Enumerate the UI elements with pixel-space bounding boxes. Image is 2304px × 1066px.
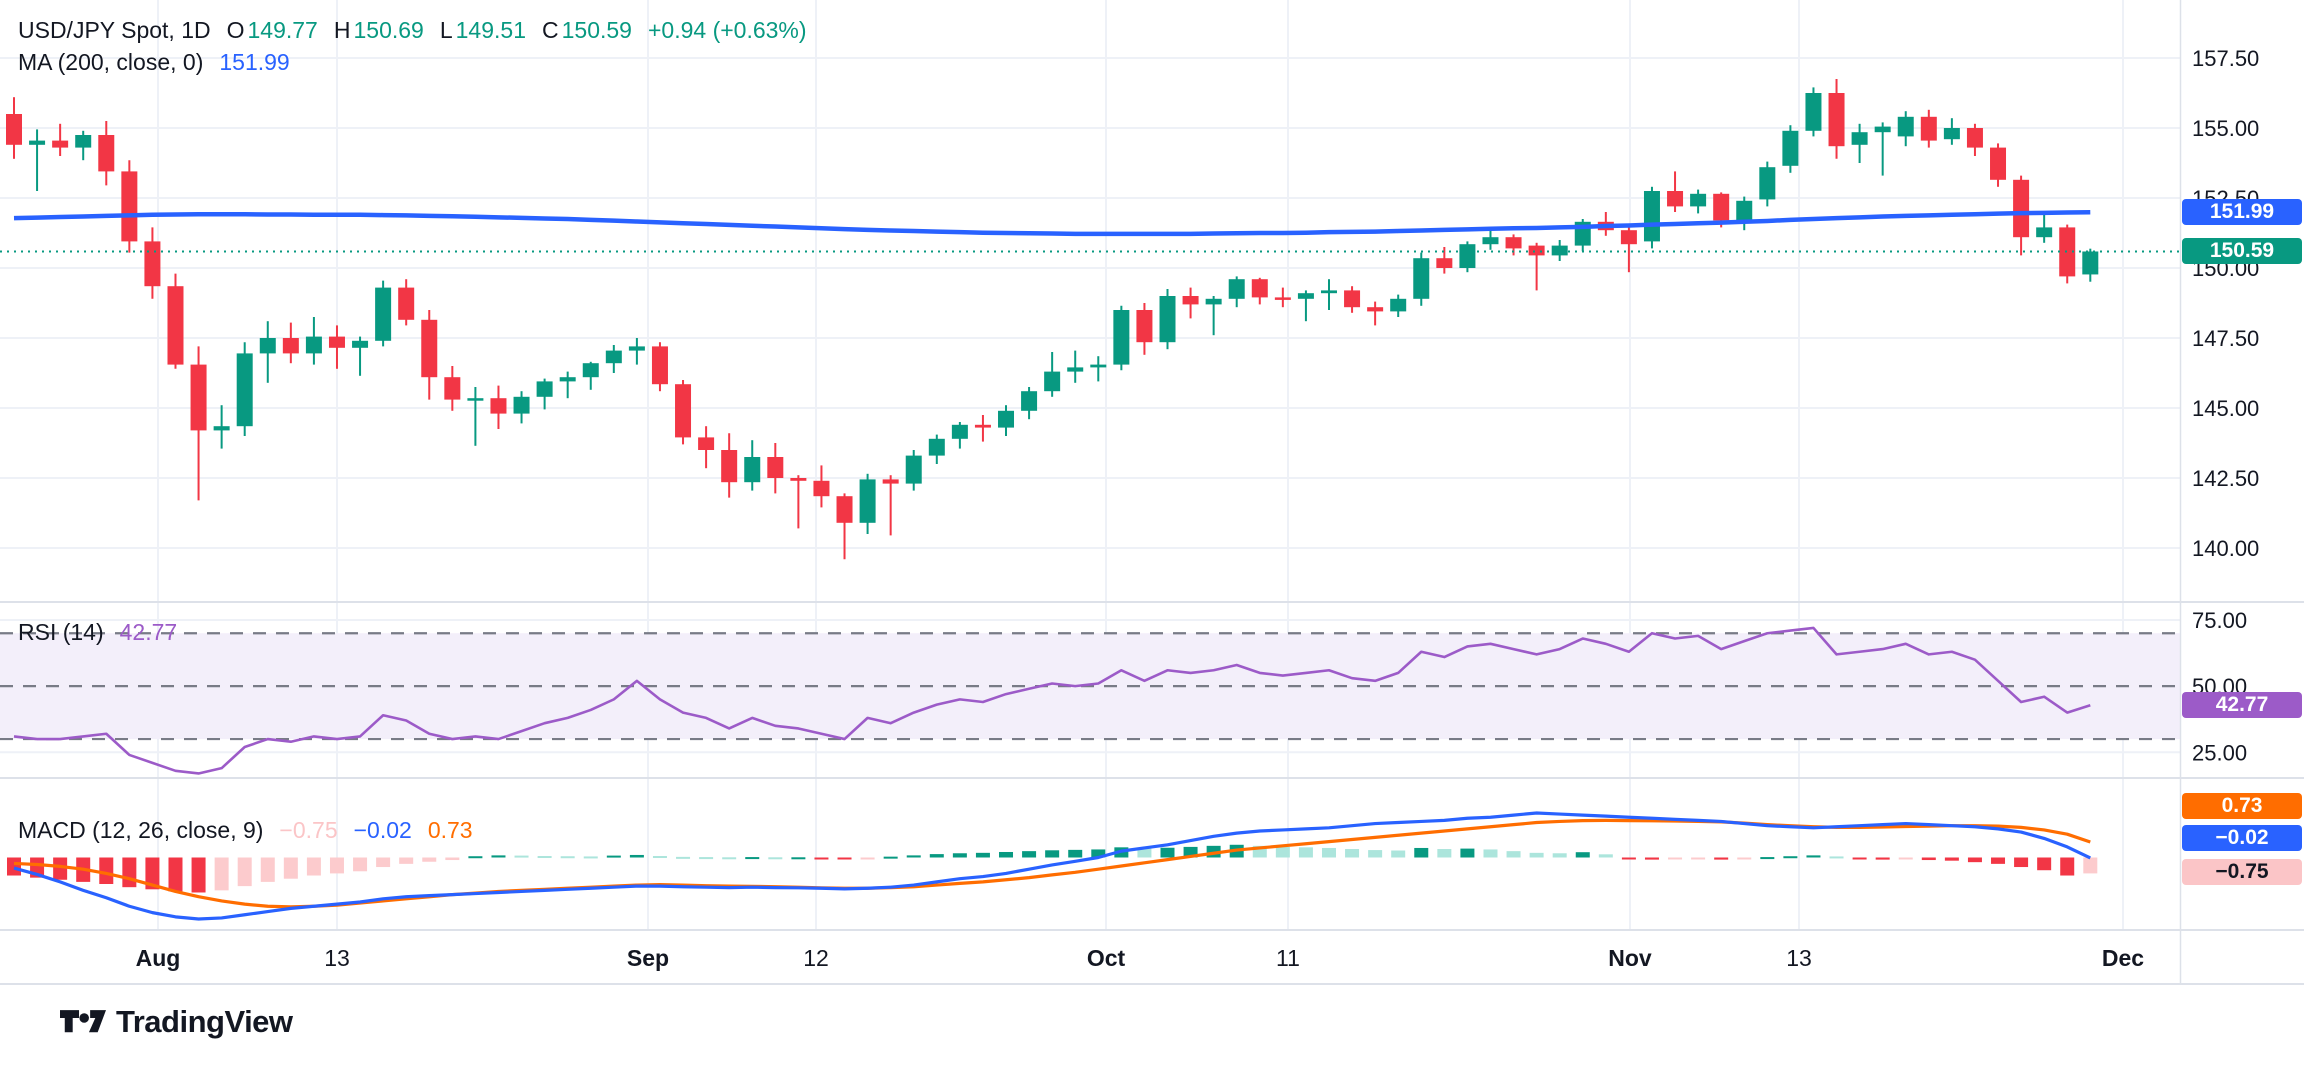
svg-text:155.00: 155.00 — [2192, 116, 2259, 141]
ohlc-high: H 150.69 — [333, 17, 424, 43]
svg-text:Nov: Nov — [1608, 945, 1652, 971]
macd-line — [13, 811, 2091, 921]
rsi-label: RSI (14) — [18, 619, 104, 645]
macd-histogram — [7, 844, 2098, 893]
ohlc-open: O 149.77 — [226, 17, 318, 43]
chart-canvas[interactable]: 157.50155.00152.50150.00147.50145.00142.… — [0, 0, 2304, 990]
pane-separators — [0, 0, 2304, 985]
svg-text:13: 13 — [324, 945, 350, 971]
symbol-title: USD/JPY Spot, 1D — [18, 17, 211, 43]
rsi-legend[interactable]: RSI (14) 42.77 — [18, 618, 177, 646]
ma-label: MA (200, close, 0) — [18, 49, 204, 75]
change-value: +0.94 (+0.63%) — [647, 17, 807, 43]
rsi-badge: 42.77 — [2182, 692, 2302, 718]
rsi-value: 42.77 — [119, 619, 178, 645]
svg-text:11: 11 — [1276, 945, 1300, 971]
svg-text:75.00: 75.00 — [2192, 608, 2247, 633]
grid-lines — [0, 0, 2180, 930]
tradingview-logo-text: TradingView — [116, 1004, 293, 1039]
close-badge: 150.59 — [2182, 238, 2302, 264]
ma-legend[interactable]: MA (200, close, 0) 151.99 — [18, 48, 290, 76]
svg-text:25.00: 25.00 — [2192, 740, 2247, 765]
candlestick-series — [6, 79, 2099, 560]
ma-value: 151.99 — [219, 49, 290, 75]
ma-badge: 151.99 — [2182, 199, 2302, 225]
symbol-legend[interactable]: USD/JPY Spot, 1D O 149.77 H 150.69 L 149.51… — [18, 16, 807, 44]
svg-text:140.00: 140.00 — [2192, 536, 2259, 561]
macd-line-value: −0.02 — [353, 817, 412, 843]
macd-hist-badge: −0.75 — [2182, 859, 2302, 885]
tradingview-icon — [60, 1010, 106, 1033]
rsi-level-lines — [0, 632, 2180, 741]
svg-text:Sep: Sep — [627, 945, 669, 971]
svg-text:157.50: 157.50 — [2192, 46, 2259, 71]
svg-text:147.50: 147.50 — [2192, 326, 2259, 351]
macd-hist-value: −0.75 — [279, 817, 338, 843]
svg-text:12: 12 — [803, 945, 829, 971]
svg-text:13: 13 — [1786, 945, 1812, 971]
ohlc-low: L 149.51 — [439, 17, 526, 43]
rsi-line — [13, 626, 2091, 775]
svg-text:Oct: Oct — [1087, 945, 1126, 971]
price-axis[interactable]: 157.50155.00152.50150.00147.50145.00142.… — [2192, 46, 2259, 765]
macd-signal-value: 0.73 — [427, 817, 473, 843]
time-axis[interactable]: Aug 13 Sep 12 Oct 11 Nov 13 Dec — [136, 945, 2145, 971]
ohlc-close: C 150.59 — [542, 17, 632, 43]
tradingview-logo[interactable]: TradingView — [60, 1004, 293, 1040]
svg-text:Dec: Dec — [2102, 945, 2144, 971]
ma200-line — [13, 210, 2091, 237]
macd-legend[interactable]: MACD (12, 26, close, 9) −0.75 −0.02 0.73 — [18, 816, 473, 844]
macd-line-badge: −0.02 — [2182, 825, 2302, 851]
svg-text:142.50: 142.50 — [2192, 466, 2259, 491]
svg-text:Aug: Aug — [136, 945, 181, 971]
macd-label: MACD (12, 26, close, 9) — [18, 817, 264, 843]
svg-text:145.00: 145.00 — [2192, 396, 2259, 421]
macd-signal-badge: 0.73 — [2182, 793, 2302, 819]
